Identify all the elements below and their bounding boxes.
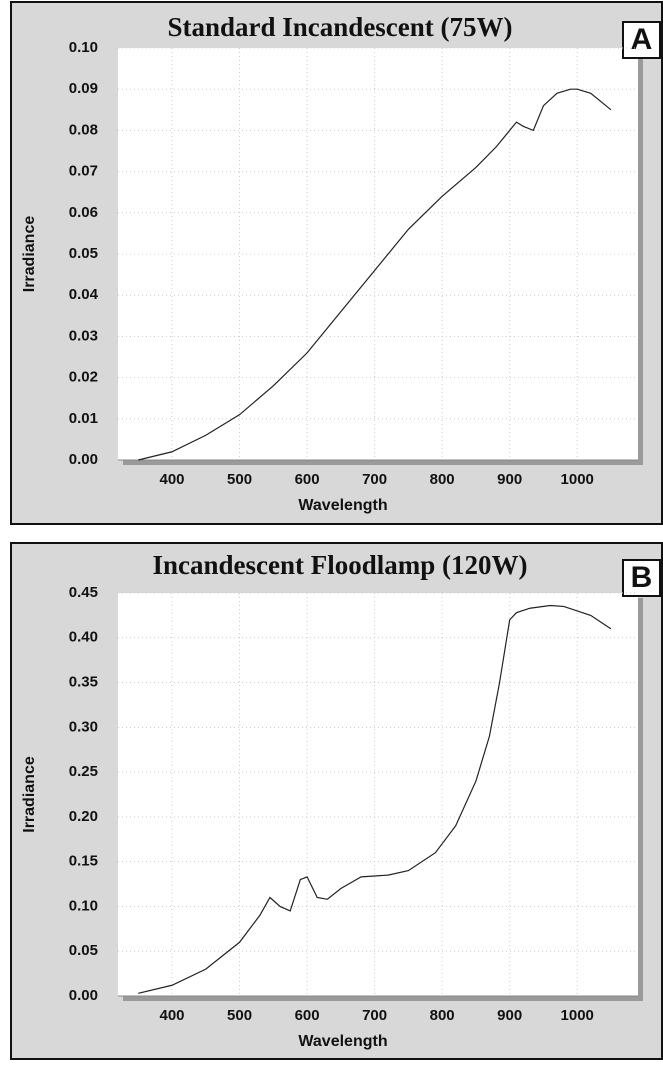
y-tick-label: 0.00 [69,451,98,468]
x-tick-label: 1000 [561,471,594,488]
y-tick-label: 0.45 [69,584,98,601]
panel-label-box [622,559,661,597]
y-tick-label: 0.07 [69,163,98,180]
x-tick-label: 900 [497,471,522,488]
y-tick-label: 0.40 [69,629,98,646]
y-axis-label: Irradiance [21,756,38,833]
chart-title: Standard Incandescent (75W) [167,12,512,42]
y-axis-label: Irradiance [21,216,38,293]
x-tick-label: 800 [430,471,455,488]
y-tick-label: 0.10 [69,39,98,56]
panel-label: B [631,561,653,594]
x-tick-label: 400 [160,1007,185,1024]
x-tick-label: 1000 [561,1007,594,1024]
y-tick-label: 0.25 [69,763,98,780]
x-tick-label: 500 [227,1007,252,1024]
x-tick-label: 600 [295,1007,320,1024]
y-tick-label: 0.20 [69,808,98,825]
plot-area [118,593,638,996]
panel-label-box [622,21,661,59]
x-tick-label: 700 [362,471,387,488]
y-tick-label: 0.02 [69,369,98,386]
y-tick-label: 0.01 [69,410,98,427]
y-tick-label: 0.15 [69,853,98,870]
x-tick-label: 500 [227,471,252,488]
y-tick-label: 0.06 [69,204,98,221]
chart-title: Incandescent Floodlamp (120W) [152,550,527,580]
x-tick-label: 900 [497,1007,522,1024]
x-axis-label: Wavelength [298,1033,387,1050]
chart-panel: Standard Incandescent (75W) A 0.00 0.01 0.02… [10,1,663,525]
panel-label: A [631,23,653,56]
x-tick-label: 400 [160,471,185,488]
x-axis-label: Wavelength [298,497,387,514]
y-tick-label: 0.35 [69,674,98,691]
y-tick-label: 0.09 [69,80,98,97]
x-tick-label: 800 [430,1007,455,1024]
x-tick-label: 600 [295,471,320,488]
data-line [138,88,612,461]
y-tick-label: 0.03 [69,327,98,344]
data-line [138,604,612,994]
y-tick-label: 0.08 [69,121,98,138]
y-tick-label: 0.10 [69,897,98,914]
y-tick-label: 0.04 [69,286,99,303]
y-tick-label: 0.05 [69,942,98,959]
x-tick-label: 700 [362,1007,387,1024]
y-tick-label: 0.00 [69,987,98,1004]
y-tick-label: 0.30 [69,718,98,735]
y-tick-label: 0.05 [69,245,98,262]
chart-panel: Incandescent Floodlamp (120W) B 0.00 0.05 0.… [10,542,663,1060]
